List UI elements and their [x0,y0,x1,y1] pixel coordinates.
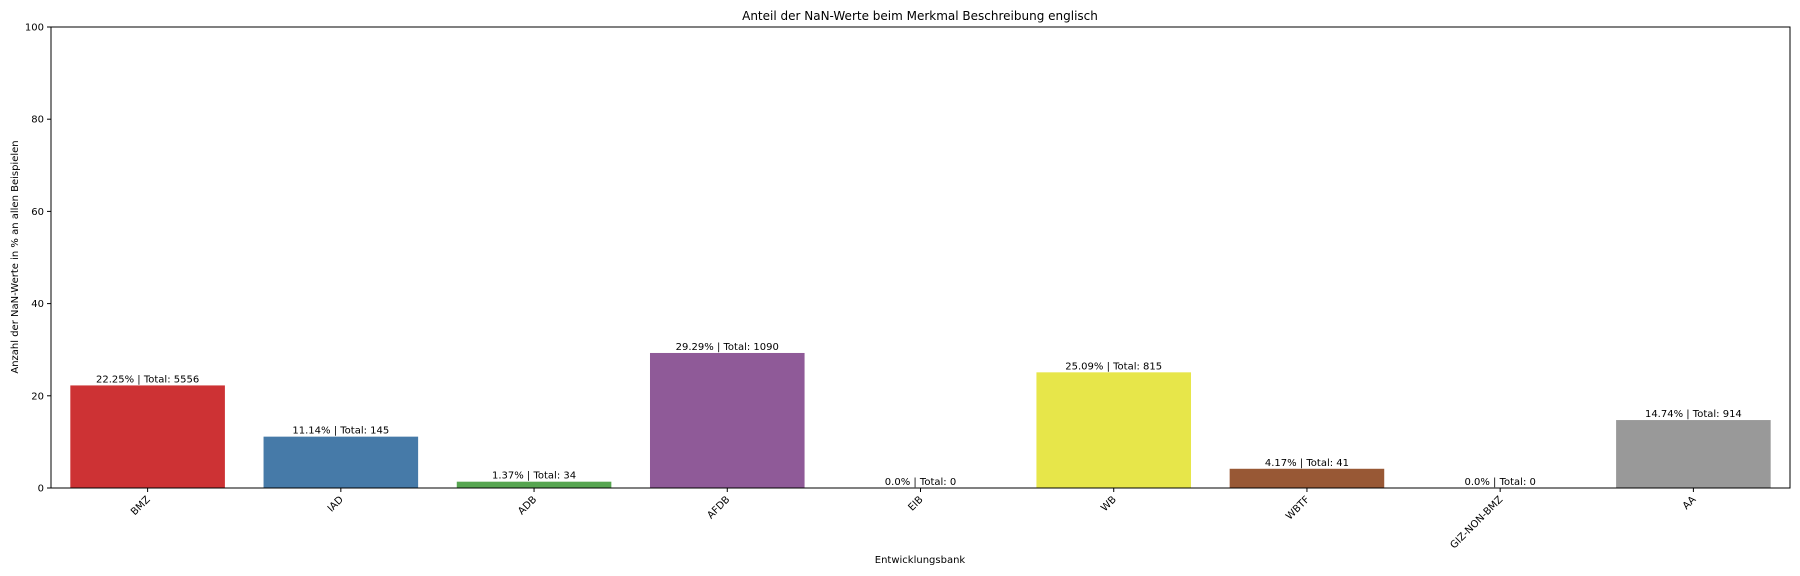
x-tick-label: IAD [326,494,346,514]
y-axis-label: Anzahl der NaN-Werte in % an allen Beisp… [10,140,21,373]
bar-value-label: 11.14% | Total: 145 [292,426,389,437]
x-tick-label: AFDB [705,494,732,521]
x-tick-label: AA [1681,494,1699,512]
x-tick-label: ADB [516,494,539,517]
y-tick-label: 40 [31,299,44,310]
bar-iad [263,436,419,488]
x-axis-label: Entwicklungsbank [875,555,966,566]
y-tick-label: 100 [25,23,44,34]
y-axis: 0 20 40 60 80 100 [25,23,51,495]
y-tick-label: 60 [31,207,44,218]
bar-afdb [649,352,805,488]
bar-wb [1036,372,1192,488]
x-tick-label: WBTF [1284,494,1312,522]
bar-wbtf [1229,468,1385,488]
x-tick-label: WB [1099,494,1119,514]
bar-value-label: 4.17% | Total: 41 [1265,458,1349,469]
plot-frame [50,26,1791,489]
y-tick-label: 80 [31,115,44,126]
chart-title: Anteil der NaN-Werte beim Merkmal Beschr… [742,9,1098,23]
bar-value-label: 0.0% | Total: 0 [885,477,956,488]
bars-group [70,352,1771,488]
bar-value-label: 0.0% | Total: 0 [1464,477,1535,488]
bar-value-label: 1.37% | Total: 34 [492,471,576,482]
x-tick-label: EIB [906,494,925,513]
bar-labels-group: 22.25% | Total: 5556 11.14% | Total: 145 1… [96,342,1742,488]
bar-adb [456,481,612,488]
bar-value-label: 14.74% | Total: 914 [1645,409,1742,420]
bar-value-label: 22.25% | Total: 5556 [96,374,199,385]
x-axis: BMZ IAD ADB AFDB EIB WB WBTF GIZ-NON-BMZ AA [129,488,1699,551]
y-tick-label: 20 [31,391,44,402]
y-tick-label: 0 [38,484,44,495]
x-tick-label: BMZ [129,494,153,518]
bar-value-label: 25.09% | Total: 815 [1065,361,1162,372]
bar-aa [1616,420,1771,488]
x-tick-label: GIZ-NON-BMZ [1448,494,1505,551]
bar-bmz [70,385,225,488]
bar-value-label: 29.29% | Total: 1090 [676,342,779,353]
